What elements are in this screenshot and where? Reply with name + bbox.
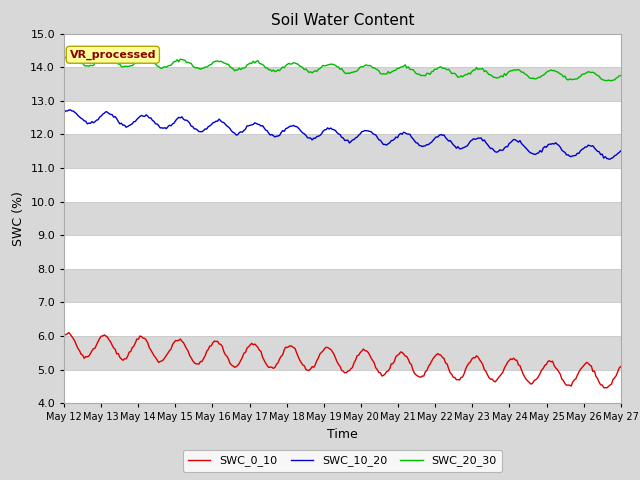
- Bar: [64, 202, 621, 235]
- Bar: [64, 101, 621, 134]
- Line: SWC_20_30: SWC_20_30: [64, 55, 621, 81]
- Line: SWC_0_10: SWC_0_10: [64, 333, 621, 388]
- Line: SWC_10_20: SWC_10_20: [64, 110, 621, 159]
- SWC_20_30: [617, 72, 625, 78]
- SWC_0_10: [617, 364, 625, 370]
- SWC_10_20: [130, 119, 138, 125]
- SWC_0_10: [603, 385, 611, 391]
- Bar: [64, 34, 621, 67]
- Bar: [64, 302, 621, 336]
- SWC_10_20: [228, 128, 236, 134]
- SWC_0_10: [255, 348, 263, 353]
- Bar: [64, 235, 621, 269]
- SWC_20_30: [65, 52, 72, 58]
- Y-axis label: SWC (%): SWC (%): [12, 191, 25, 246]
- SWC_0_10: [246, 342, 254, 348]
- SWC_20_30: [305, 70, 313, 75]
- SWC_10_20: [246, 122, 254, 128]
- SWC_20_30: [130, 61, 138, 67]
- SWC_0_10: [60, 331, 68, 337]
- SWC_0_10: [305, 368, 313, 373]
- Title: Soil Water Content: Soil Water Content: [271, 13, 414, 28]
- SWC_0_10: [228, 362, 236, 368]
- SWC_10_20: [617, 148, 625, 154]
- SWC_20_30: [588, 70, 595, 75]
- SWC_20_30: [228, 65, 236, 71]
- SWC_0_10: [130, 343, 138, 349]
- Text: VR_processed: VR_processed: [70, 49, 156, 60]
- Bar: [64, 336, 621, 370]
- SWC_0_10: [588, 363, 595, 369]
- X-axis label: Time: Time: [327, 428, 358, 441]
- SWC_10_20: [255, 122, 263, 128]
- SWC_10_20: [606, 156, 614, 162]
- SWC_10_20: [67, 107, 74, 113]
- SWC_10_20: [60, 110, 68, 116]
- SWC_10_20: [588, 144, 595, 149]
- SWC_20_30: [607, 78, 615, 84]
- Bar: [64, 67, 621, 101]
- SWC_20_30: [255, 60, 263, 66]
- Legend: SWC_0_10, SWC_10_20, SWC_20_30: SWC_0_10, SWC_10_20, SWC_20_30: [182, 450, 502, 471]
- SWC_0_10: [65, 330, 72, 336]
- Bar: [64, 134, 621, 168]
- Bar: [64, 370, 621, 403]
- SWC_20_30: [246, 60, 254, 66]
- SWC_10_20: [305, 135, 313, 141]
- Bar: [64, 168, 621, 202]
- Bar: [64, 269, 621, 302]
- SWC_20_30: [60, 55, 68, 61]
